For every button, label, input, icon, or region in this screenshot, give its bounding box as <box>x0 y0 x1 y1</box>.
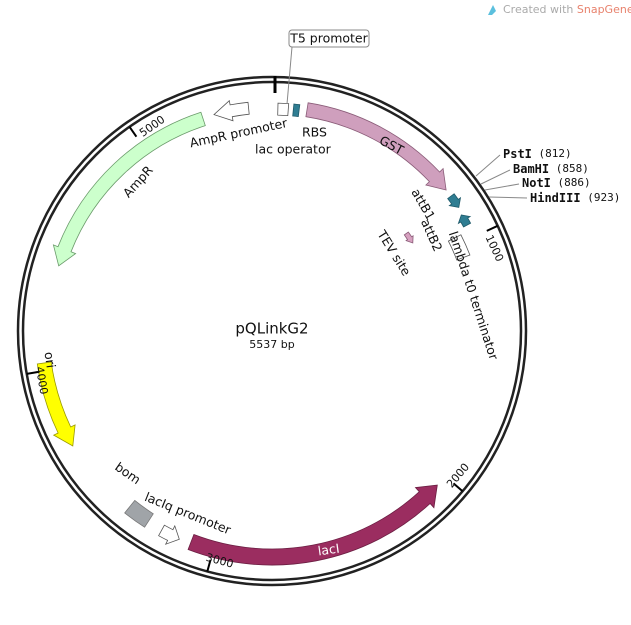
feature <box>305 102 447 191</box>
feature-label: lac operator <box>255 142 332 157</box>
feature <box>292 103 301 118</box>
feature-label: ori <box>42 351 59 369</box>
features <box>36 99 472 566</box>
feature <box>124 499 154 528</box>
site-position: (858) <box>556 162 589 175</box>
feature <box>457 214 472 228</box>
site-name: HindIII <box>530 191 581 205</box>
site: PstI (812) <box>503 147 572 161</box>
site-name: PstI <box>503 147 532 161</box>
scale-tick <box>452 482 464 492</box>
feature <box>277 102 290 117</box>
feature <box>447 193 462 208</box>
logo <box>488 5 496 15</box>
backbone-inner <box>21 80 523 582</box>
site-line <box>488 196 528 199</box>
feature <box>158 524 180 545</box>
site-line <box>475 154 501 177</box>
scale-tick <box>206 559 212 572</box>
scale-tick <box>26 370 39 375</box>
backbone-outer <box>16 75 528 587</box>
site: NotI (886) <box>522 176 591 190</box>
feature-label: RBS <box>302 125 327 140</box>
site-line <box>484 183 520 191</box>
header-brand: SnapGene® <box>577 3 631 16</box>
site-lines <box>475 154 528 199</box>
leader-line <box>286 46 293 105</box>
scale-tick <box>486 224 499 232</box>
feature-label: lacIq promoter <box>143 489 234 538</box>
feature <box>52 111 206 267</box>
site-position: (886) <box>558 176 591 189</box>
site-line <box>480 169 511 185</box>
feature-label: attB1 <box>408 186 438 223</box>
scale-label: 4000 <box>33 366 51 396</box>
site-position: (923) <box>587 191 620 204</box>
feature-label: T5 promoter <box>289 31 368 46</box>
site-name: BamHI <box>513 162 549 176</box>
site: HindIII (923) <box>530 191 620 205</box>
site: BamHI (858) <box>513 162 589 176</box>
feature <box>187 484 438 566</box>
label-box <box>288 29 370 48</box>
feature <box>403 231 414 244</box>
feature-label: bom <box>112 459 143 487</box>
header-prefix: Created with <box>503 3 573 16</box>
site-position: (812) <box>539 147 572 160</box>
plasmid-name: pQLinkG2 <box>235 320 308 338</box>
feature <box>447 234 471 261</box>
scale-tick <box>128 126 138 138</box>
feature-label: attB2 <box>418 217 446 254</box>
site-name: NotI <box>522 176 551 190</box>
plasmid-length: 5537 bp <box>249 338 294 351</box>
feature <box>213 99 250 122</box>
feature <box>36 361 76 447</box>
feature-label: lacI <box>317 541 341 559</box>
header: Created with SnapGene® <box>503 3 631 16</box>
